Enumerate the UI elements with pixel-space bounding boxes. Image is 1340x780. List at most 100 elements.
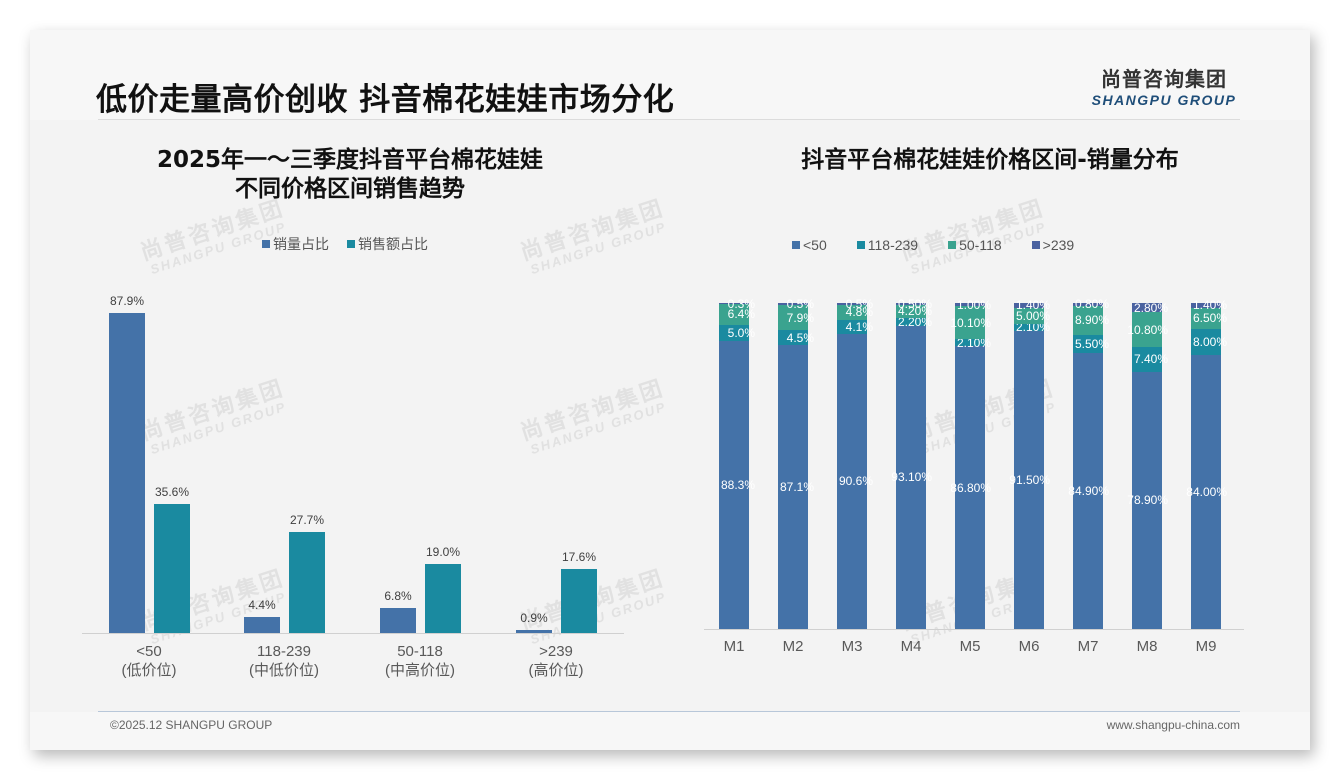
- segment-value-label: 0.5%: [845, 296, 873, 311]
- category-label: 118-239 (中低价位): [229, 642, 339, 680]
- segment-value-label: 5.00%: [1015, 308, 1050, 323]
- segment-value-label: 88.3%: [720, 478, 755, 493]
- segment-value-label: 93.10%: [891, 470, 932, 485]
- bar-value-label: 27.7%: [289, 513, 325, 528]
- segment-value-label: 0.3%: [727, 296, 755, 311]
- watermark-cn: 尚普咨询集团: [517, 195, 669, 266]
- bar-segment: 1.00%: [955, 298, 991, 312]
- bar-segment: 2.10%: [1014, 320, 1050, 334]
- category-range: <50: [136, 643, 162, 660]
- segment-value-label: 4.20%: [897, 304, 932, 319]
- bar-value-label: 87.9%: [109, 294, 145, 309]
- right-chart-x-axis: [704, 629, 1244, 630]
- bar-value-label: 17.6%: [561, 550, 597, 564]
- segment-value-label: 0.5%: [786, 296, 814, 311]
- bar-segment: 8.90%: [1073, 305, 1109, 335]
- segment-value-label: 7.9%: [786, 310, 814, 325]
- segment-value-label: 84.90%: [1068, 483, 1109, 498]
- category-range: 50-118: [397, 643, 443, 660]
- category-label: 50-118 (中高价位): [365, 642, 475, 680]
- category-label: >239 (高价位): [501, 642, 611, 680]
- bar-segment: 0.50%: [896, 297, 932, 311]
- category-range: >239: [539, 643, 573, 660]
- stacked-bar-m4: 93.10% 2.20% 4.20% 0.50%: [891, 297, 932, 629]
- title-divider: [98, 119, 1240, 120]
- legend-swatch-icon: [948, 241, 957, 249]
- category-tier: (低价位): [121, 662, 177, 679]
- segment-value-label: 87.1%: [779, 480, 814, 495]
- segment-value-label: 6.50%: [1192, 311, 1227, 326]
- month-label: M7: [1077, 638, 1099, 655]
- logo-chinese: 尚普咨询集团: [1101, 67, 1227, 91]
- bar-segment: 90.6%: [837, 333, 873, 629]
- watermark-cn: 尚普咨询集团: [897, 195, 1049, 266]
- bar-volume: [109, 313, 145, 633]
- legend-swatch-icon: [347, 240, 355, 248]
- segment-value-label: 1.40%: [1015, 298, 1050, 313]
- watermark-cn: 尚普咨询集团: [137, 375, 289, 446]
- bar-segment: 6.4%: [719, 304, 755, 325]
- segment-value-label: 7.40%: [1133, 352, 1168, 367]
- segment-value-label: 10.10%: [950, 315, 991, 330]
- segment-value-label: 90.6%: [838, 474, 873, 489]
- bar-segment: 84.90%: [1068, 352, 1109, 629]
- footer-copyright: ©2025.12 SHANGPU GROUP: [110, 718, 273, 732]
- bar-segment: 2.10%: [955, 336, 991, 350]
- category-tier: (中低价位): [249, 662, 319, 679]
- bar-segment: 88.3%: [719, 341, 755, 629]
- segment-value-label: 2.80%: [1133, 300, 1168, 315]
- left-chart-title-line2: 不同价格区间销售趋势: [235, 176, 465, 202]
- logo-english: SHANGPU GROUP: [1091, 92, 1237, 108]
- stacked-bar-m6: 91.50% 2.10% 5.00% 1.40%: [1009, 298, 1050, 629]
- bar-value-label: 0.9%: [520, 610, 548, 625]
- bar-value-label: 6.8%: [384, 589, 412, 604]
- bar-segment: 93.10%: [891, 325, 932, 629]
- footer-band: [30, 712, 1310, 750]
- bar-segment: 86.80%: [950, 346, 991, 629]
- left-chart-x-axis: [82, 633, 624, 634]
- bar-value-label: 4.4%: [248, 598, 276, 612]
- bar-segment: 6.50%: [1191, 307, 1227, 329]
- segment-value-label: 10.80%: [1127, 322, 1168, 337]
- slide-header-band: [30, 30, 1310, 120]
- bar-segment: 4.8%: [837, 304, 873, 321]
- bar-segment: 2.20%: [896, 315, 932, 329]
- left-chart-title: 2025年一～三季度抖音平台棉花娃娃 不同价格区间销售趋势: [90, 146, 610, 204]
- bar-sales: [154, 503, 190, 633]
- bar-segment: 1.40%: [1191, 298, 1227, 312]
- right-chart-title: 抖音平台棉花娃娃价格区间-销量分布: [801, 147, 1179, 173]
- bar-value-label: 35.6%: [154, 484, 190, 499]
- legend-item-over-239: >239: [1031, 237, 1074, 253]
- bar-segment: 78.90%: [1127, 371, 1168, 629]
- bar-value-label: 19.0%: [425, 544, 461, 559]
- legend-item-sales: 销售额占比: [347, 234, 428, 254]
- legend-item-under-50: <50: [792, 237, 827, 253]
- segment-value-label: 0.50%: [897, 296, 932, 311]
- bar-segment: 8.00%: [1191, 328, 1227, 355]
- segment-value-label: 78.90%: [1127, 493, 1168, 508]
- bar-segment: 5.50%: [1073, 334, 1109, 353]
- bar-sales: [425, 563, 461, 633]
- segment-value-label: 91.50%: [1009, 472, 1050, 487]
- bar-segment: 4.1%: [837, 320, 873, 334]
- bar-sales: [289, 532, 325, 633]
- bar-segment: 5.0%: [719, 324, 755, 342]
- legend-swatch-icon: [856, 241, 865, 249]
- legend-item-50-118: 50-118: [948, 237, 1002, 253]
- legend-swatch-icon: [1031, 241, 1040, 249]
- bar-segment: 91.50%: [1009, 330, 1050, 629]
- segment-value-label: 86.80%: [950, 480, 991, 495]
- month-label: M4: [900, 638, 922, 655]
- segment-value-label: 4.1%: [845, 319, 873, 334]
- segment-value-label: 0.80%: [1074, 297, 1109, 312]
- category-tier: (高价位): [528, 662, 584, 679]
- month-label: M9: [1195, 638, 1217, 655]
- watermark-en: SHANGPU GROUP: [528, 398, 669, 458]
- stacked-bar-m1: 88.3% 5.0% 6.4% 0.3%: [719, 297, 755, 629]
- segment-value-label: 1.40%: [1192, 298, 1227, 313]
- stacked-bar-m8: 78.90% 7.40% 10.80% 2.80%: [1127, 301, 1168, 629]
- footer-divider: [98, 711, 1240, 712]
